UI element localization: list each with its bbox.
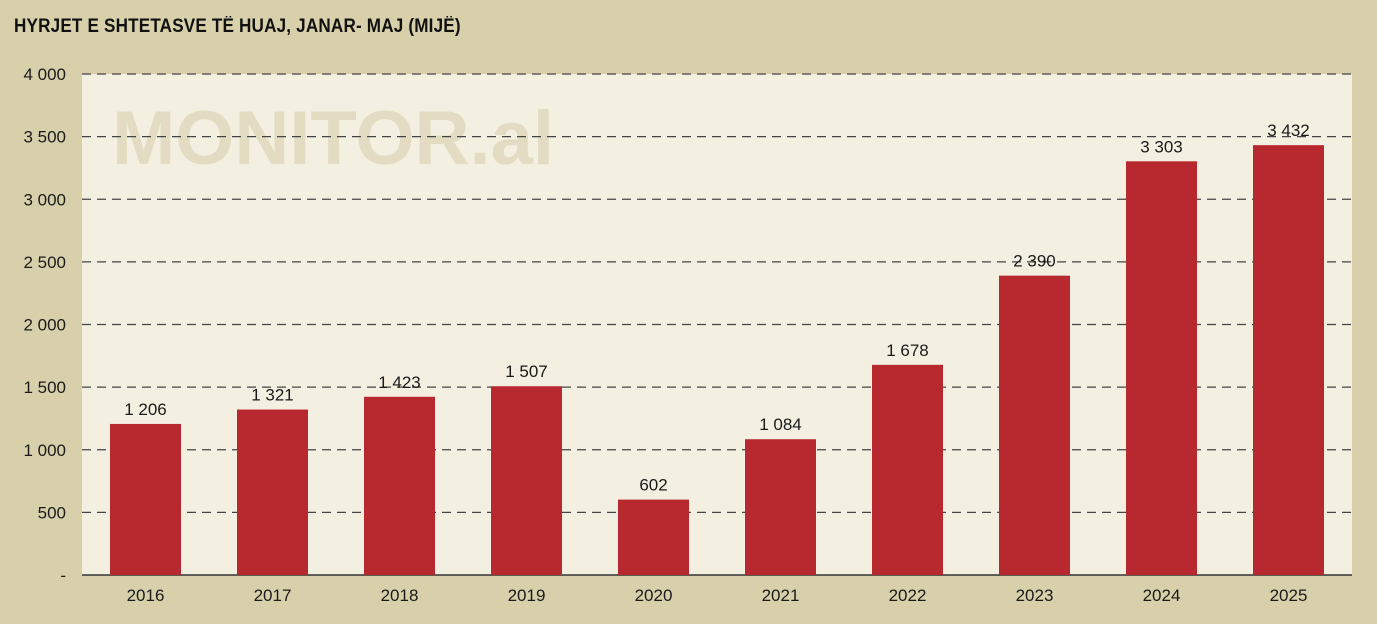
y-tick-label: 3 500 (23, 128, 66, 147)
bar (1253, 145, 1324, 575)
x-tick-label: 2018 (381, 586, 419, 605)
bar (110, 423, 181, 575)
data-label: 1 084 (759, 415, 802, 434)
chart-title: HYRJET E SHTETASVE TË HUAJ, JANAR- MAJ (… (14, 16, 461, 37)
bar (237, 409, 308, 575)
y-tick-label: 4 000 (23, 65, 66, 84)
data-label: 1 678 (886, 341, 929, 360)
y-tick-label: 2 500 (23, 253, 66, 272)
x-tick-label: 2025 (1270, 586, 1308, 605)
bar (1126, 161, 1197, 575)
data-label: 2 390 (1013, 252, 1056, 271)
x-tick-label: 2024 (1143, 586, 1181, 605)
bar (618, 499, 689, 575)
data-label: 1 206 (124, 400, 167, 419)
x-tick-label: 2020 (635, 586, 673, 605)
bar (491, 386, 562, 575)
data-label: 1 507 (505, 362, 548, 381)
y-tick-label: - (60, 566, 66, 585)
y-tick-label: 3 000 (23, 190, 66, 209)
data-label: 1 321 (251, 386, 294, 405)
data-label: 3 432 (1267, 121, 1310, 140)
data-label: 1 423 (378, 373, 421, 392)
x-tick-label: 2016 (127, 586, 165, 605)
x-tick-label: 2022 (889, 586, 927, 605)
y-tick-label: 500 (38, 503, 66, 522)
x-tick-label: 2019 (508, 586, 546, 605)
bar (999, 275, 1070, 575)
y-tick-label: 1 500 (23, 378, 66, 397)
x-tick-label: 2023 (1016, 586, 1054, 605)
x-tick-label: 2017 (254, 586, 292, 605)
bar (745, 439, 816, 575)
y-tick-label: 2 000 (23, 316, 66, 335)
watermark: MONITOR.al (112, 96, 554, 181)
bar (872, 364, 943, 575)
x-tick-label: 2021 (762, 586, 800, 605)
y-tick-label: 1 000 (23, 441, 66, 460)
data-label: 602 (639, 476, 667, 495)
data-label: 3 303 (1140, 137, 1183, 156)
bar (364, 396, 435, 575)
